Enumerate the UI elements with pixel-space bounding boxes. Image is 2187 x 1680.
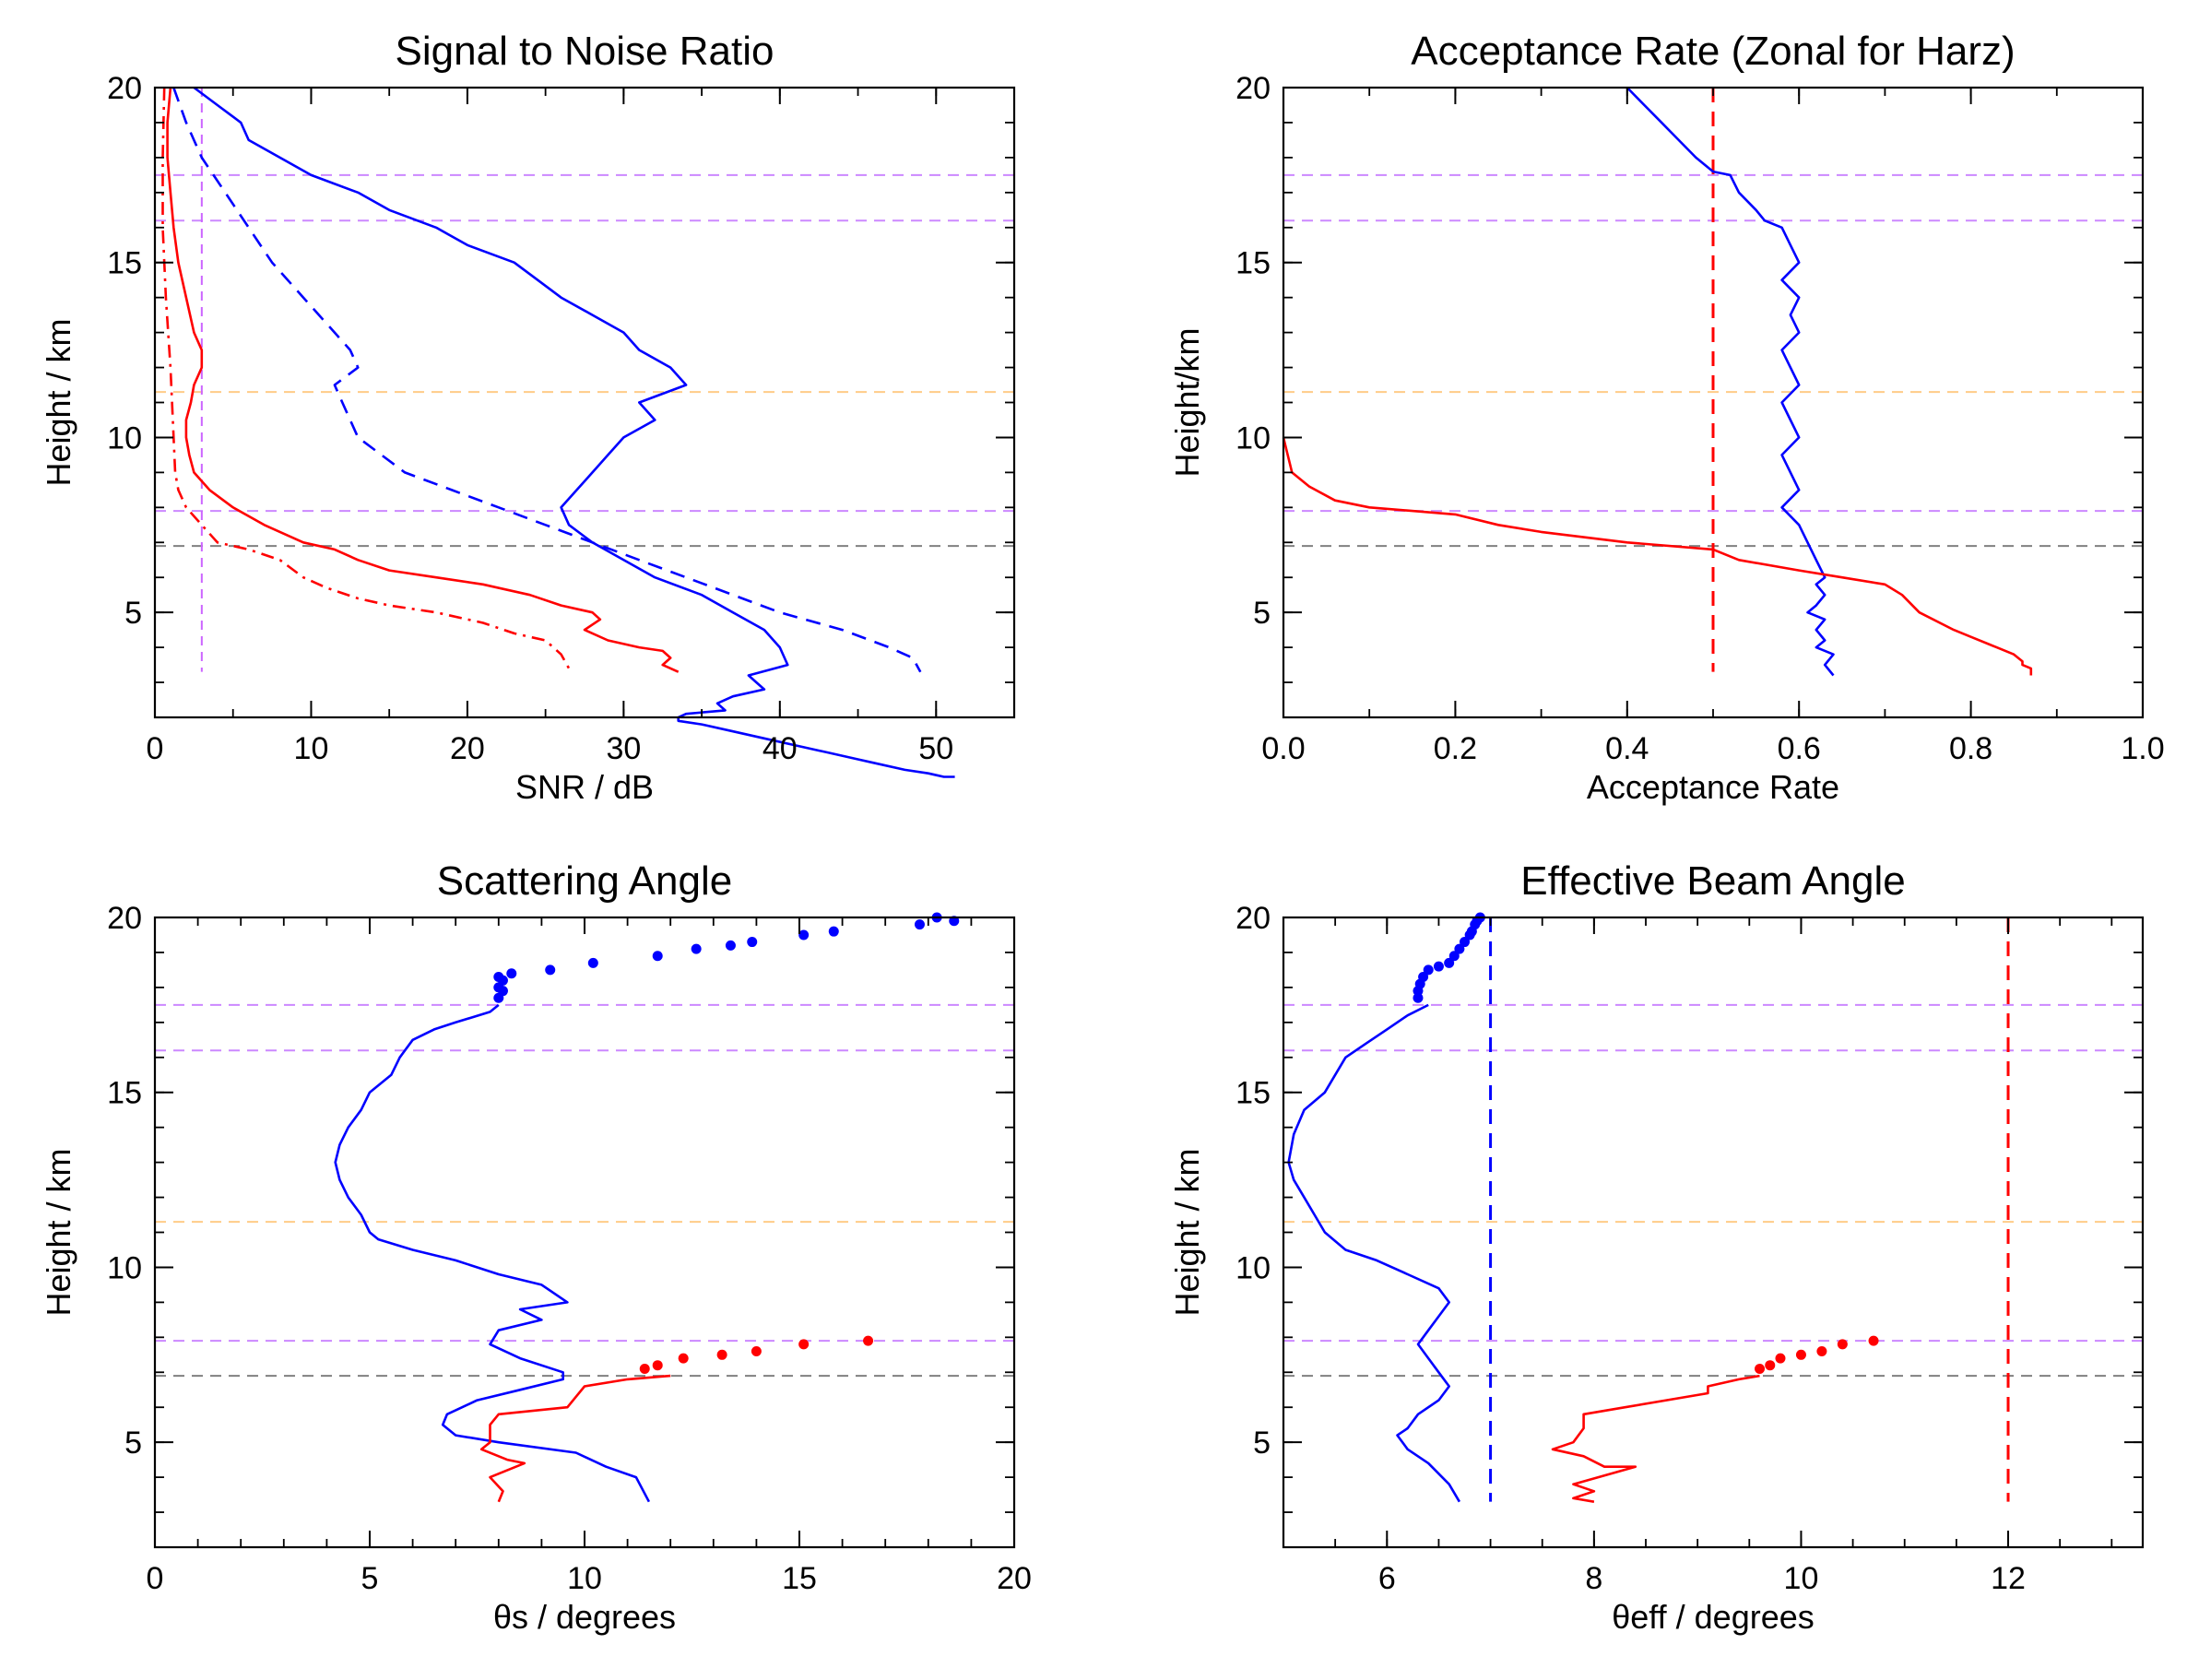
series-acceptance-blue xyxy=(1625,87,1835,677)
panel-2: 0.0 0.2 0.4 0.6 0.8 1.0 5 10 15 20 Acceptance Rate… xyxy=(1168,29,2165,806)
series-beam-red-line xyxy=(1551,1374,1760,1503)
point-beam-blue-dots xyxy=(1433,961,1444,972)
y-tick-label: 10 xyxy=(107,420,142,455)
chart-title: Effective Beam Angle xyxy=(1520,858,1905,904)
y-tick-label: 5 xyxy=(1253,596,1271,631)
series-acceptance-red xyxy=(1282,437,2033,676)
point-beam-red-dots xyxy=(1775,1353,1786,1364)
point-beam-blue-dots xyxy=(1423,964,1434,976)
point-beam-red-dots xyxy=(1816,1346,1827,1357)
y-tick-label: 20 xyxy=(1235,71,1271,106)
point-beam-red-dots xyxy=(1755,1363,1766,1374)
x-tick-label: 20 xyxy=(997,1561,1032,1596)
point-scatter-red-dots xyxy=(678,1353,689,1364)
x-tick-label: 0 xyxy=(147,1561,164,1596)
point-beam-blue-dots xyxy=(1448,951,1460,962)
point-scatter-red-dots xyxy=(716,1349,727,1360)
point-scatter-red-dots xyxy=(751,1346,762,1357)
y-tick-label: 10 xyxy=(1235,1250,1271,1285)
y-tick-label: 20 xyxy=(1235,901,1271,936)
x-tick-label: 0.0 xyxy=(1261,731,1305,766)
series-scatter-blue-line xyxy=(334,1003,651,1503)
x-tick-label: 6 xyxy=(1378,1561,1396,1596)
y-tick-label: 5 xyxy=(124,596,142,631)
x-axis-label: Acceptance Rate xyxy=(1587,768,1839,806)
chart-title: Scattering Angle xyxy=(437,858,732,904)
y-axis-label: Height / km xyxy=(40,1148,77,1316)
point-scatter-blue-dots xyxy=(725,940,736,951)
x-tick-label: 15 xyxy=(782,1561,817,1596)
point-scatter-blue-dots xyxy=(652,951,663,962)
series-snr-blue-solid xyxy=(193,86,955,778)
x-tick-label: 0.8 xyxy=(1949,731,1992,766)
x-tick-label: 0.6 xyxy=(1778,731,1821,766)
y-axis-label: Height / km xyxy=(40,318,77,486)
x-tick-label: 0.4 xyxy=(1605,731,1649,766)
x-tick-label: 50 xyxy=(918,731,953,766)
point-beam-red-dots xyxy=(1868,1335,1879,1346)
x-tick-label: 10 xyxy=(1784,1561,1819,1596)
x-axis-label: θeff / degrees xyxy=(1612,1598,1815,1636)
point-beam-red-dots xyxy=(1795,1349,1806,1360)
point-scatter-red-dots xyxy=(652,1360,663,1371)
point-beam-blue-dots xyxy=(1413,992,1424,1003)
y-tick-label: 15 xyxy=(1235,1076,1271,1111)
point-scatter-blue-dots xyxy=(691,943,702,954)
series-beam-blue-line xyxy=(1287,1003,1461,1503)
chart-title: Signal to Noise Ratio xyxy=(396,29,774,74)
x-tick-label: 30 xyxy=(606,731,641,766)
y-axis-label: Height/km xyxy=(1168,327,1206,477)
x-tick-label: 40 xyxy=(762,731,798,766)
chart-title: Acceptance Rate (Zonal for Harz) xyxy=(1411,29,2015,74)
x-tick-label: 12 xyxy=(1991,1561,2026,1596)
point-scatter-blue-dots xyxy=(493,972,504,983)
y-axis-label: Height / km xyxy=(1168,1148,1206,1316)
x-tick-label: 1.0 xyxy=(2121,731,2164,766)
point-beam-blue-dots xyxy=(1460,937,1471,948)
point-scatter-blue-dots xyxy=(914,919,925,930)
point-beam-red-dots xyxy=(1765,1360,1776,1371)
y-tick-label: 20 xyxy=(107,71,142,106)
point-beam-blue-dots xyxy=(1444,957,1455,968)
y-tick-label: 10 xyxy=(1235,420,1271,455)
y-tick-label: 15 xyxy=(107,246,142,281)
point-scatter-red-dots xyxy=(639,1363,650,1374)
x-tick-label: 5 xyxy=(361,1561,379,1596)
x-tick-label: 0 xyxy=(147,731,164,766)
x-tick-label: 8 xyxy=(1585,1561,1602,1596)
point-scatter-blue-dots xyxy=(798,929,810,941)
point-scatter-red-dots xyxy=(863,1335,874,1346)
y-tick-label: 10 xyxy=(107,1250,142,1285)
y-tick-label: 5 xyxy=(1253,1426,1271,1461)
x-axis-label: SNR / dB xyxy=(515,768,654,806)
y-tick-label: 15 xyxy=(107,1076,142,1111)
point-beam-blue-dots xyxy=(1454,943,1465,954)
x-tick-label: 10 xyxy=(567,1561,602,1596)
panel-3: 0 5 10 15 20 5 10 15 20 Scattering Angle θs / degr… xyxy=(40,858,1032,1636)
point-scatter-blue-dots xyxy=(545,964,556,976)
x-tick-label: 10 xyxy=(294,731,329,766)
y-tick-label: 5 xyxy=(124,1426,142,1461)
plot-frame xyxy=(153,86,1016,719)
y-tick-label: 15 xyxy=(1235,246,1271,281)
point-beam-blue-dots xyxy=(1418,972,1429,983)
series-snr-blue-dashed xyxy=(172,87,922,673)
point-beam-red-dots xyxy=(1837,1339,1848,1350)
point-scatter-red-dots xyxy=(798,1339,810,1350)
x-axis-label: θs / degrees xyxy=(493,1598,676,1636)
plot-frame xyxy=(153,916,1016,1549)
x-tick-label: 20 xyxy=(450,731,485,766)
point-scatter-blue-dots xyxy=(587,957,598,968)
point-scatter-blue-dots xyxy=(747,937,758,948)
point-scatter-blue-dots xyxy=(506,968,517,979)
y-tick-label: 20 xyxy=(107,901,142,936)
panel-1: 0 10 20 30 40 50 5 10 15 20 Signal to Noise Ratio S… xyxy=(40,29,1016,806)
series-scatter-red-line xyxy=(479,1374,671,1503)
series-snr-red-solid xyxy=(166,87,680,673)
x-tick-label: 0.2 xyxy=(1434,731,1477,766)
point-scatter-blue-dots xyxy=(828,926,839,937)
panel-4: 6 8 10 12 5 10 15 20 Effective Beam Angle θeff / … xyxy=(1168,858,2145,1636)
